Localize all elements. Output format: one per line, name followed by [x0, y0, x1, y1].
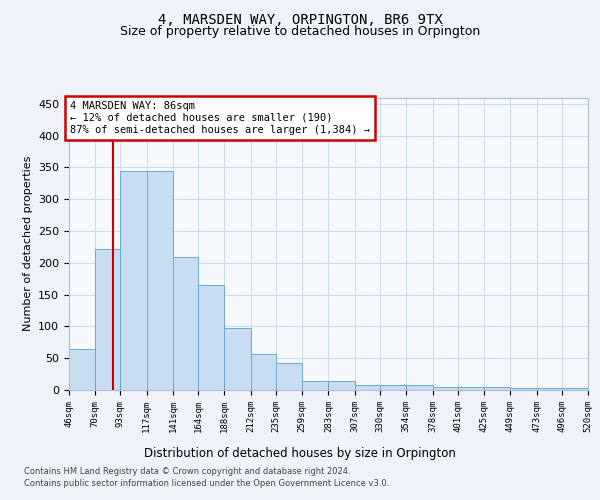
Bar [302, 381, 329, 390]
Bar [121, 172, 147, 390]
Bar [224, 328, 251, 390]
Bar [173, 257, 198, 390]
Bar [355, 385, 380, 390]
Bar [198, 285, 224, 390]
Bar [406, 385, 433, 390]
Bar [562, 388, 588, 390]
Bar [510, 388, 536, 390]
Text: Contains HM Land Registry data © Crown copyright and database right 2024.: Contains HM Land Registry data © Crown c… [24, 468, 350, 476]
Bar [95, 249, 121, 390]
Text: 4, MARSDEN WAY, ORPINGTON, BR6 9TX: 4, MARSDEN WAY, ORPINGTON, BR6 9TX [158, 12, 442, 26]
Bar [251, 354, 276, 390]
Text: Distribution of detached houses by size in Orpington: Distribution of detached houses by size … [144, 448, 456, 460]
Bar [433, 387, 458, 390]
Bar [69, 348, 95, 390]
Bar [458, 387, 484, 390]
Bar [329, 381, 355, 390]
Bar [536, 388, 562, 390]
Y-axis label: Number of detached properties: Number of detached properties [23, 156, 32, 332]
Bar [484, 387, 510, 390]
Text: Contains public sector information licensed under the Open Government Licence v3: Contains public sector information licen… [24, 478, 389, 488]
Bar [276, 364, 302, 390]
Text: 4 MARSDEN WAY: 86sqm
← 12% of detached houses are smaller (190)
87% of semi-deta: 4 MARSDEN WAY: 86sqm ← 12% of detached h… [70, 102, 370, 134]
Bar [147, 172, 173, 390]
Text: Size of property relative to detached houses in Orpington: Size of property relative to detached ho… [120, 25, 480, 38]
Bar [380, 385, 406, 390]
